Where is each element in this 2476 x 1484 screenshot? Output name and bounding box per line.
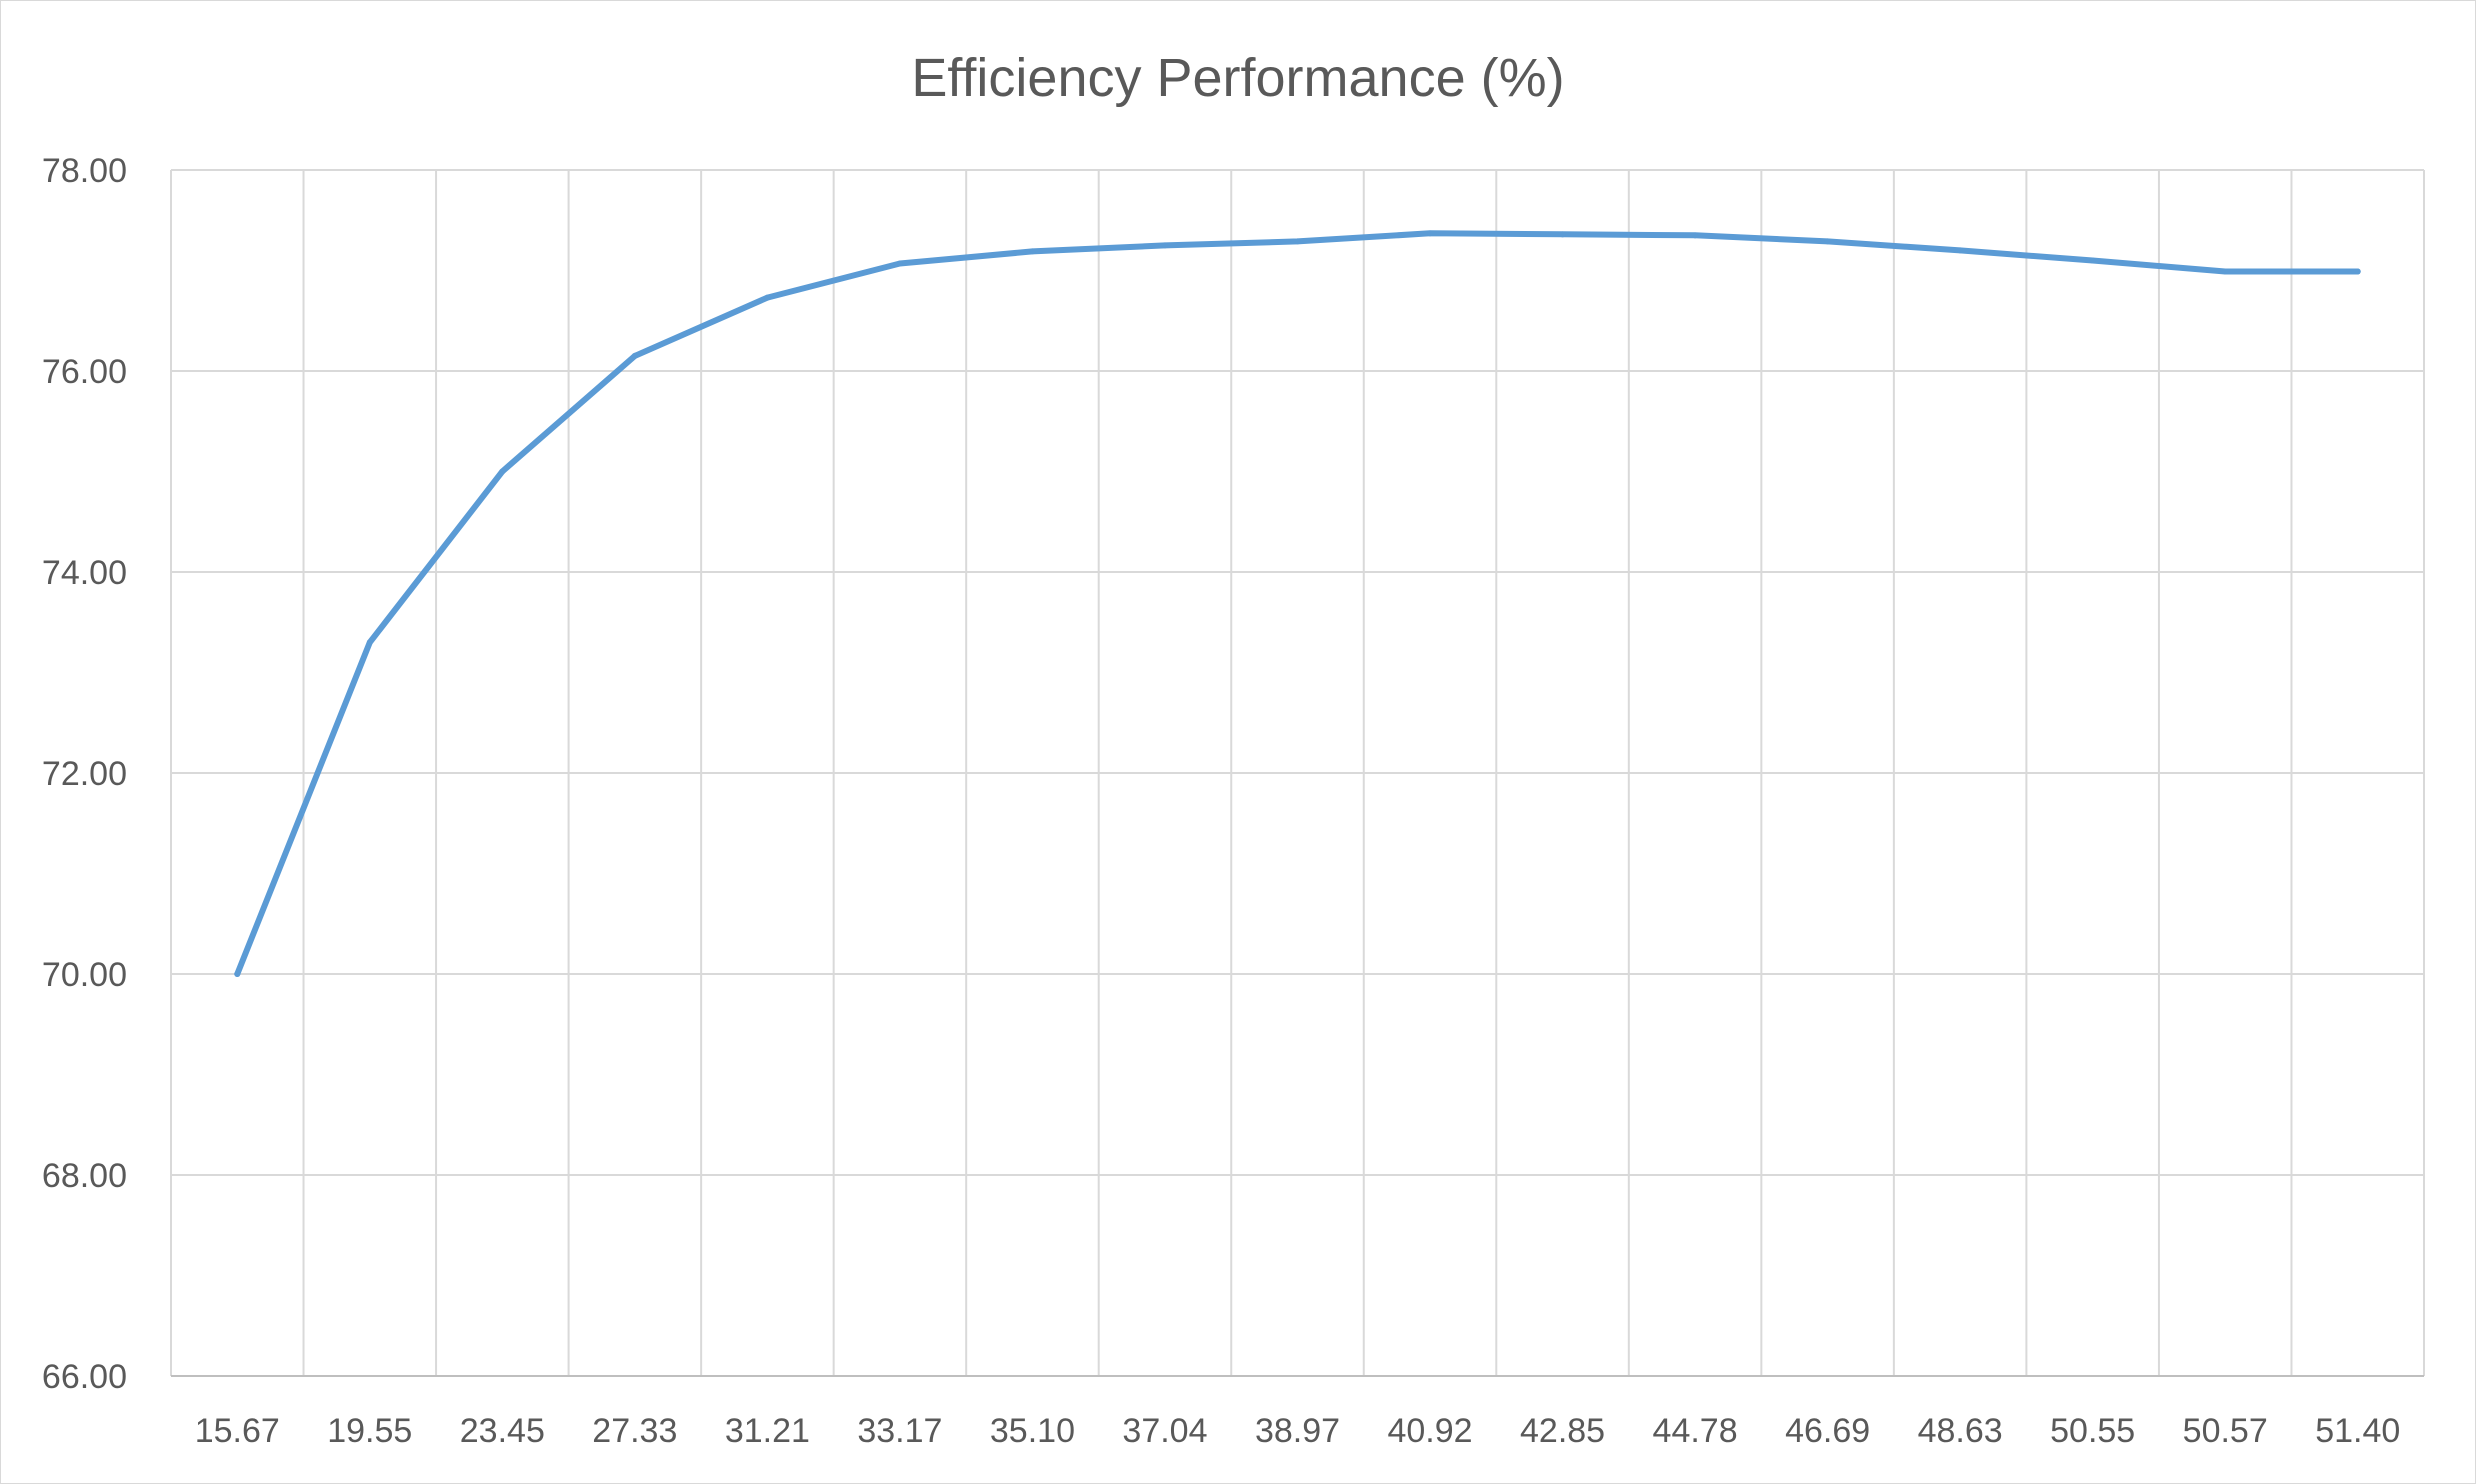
data-point [1692,232,1699,239]
x-tick-label: 51.40 [2315,1412,2400,1450]
y-axis-ticks: 66.00 68.00 70.00 72.00 74.00 76.00 78.00 [42,152,127,1396]
x-tick-label: 46.69 [1785,1412,1870,1450]
data-point [1427,230,1434,237]
axes [170,170,2424,1377]
data-point [2222,268,2229,275]
x-tick-label: 37.04 [1122,1412,1207,1450]
gridlines [171,169,2425,1376]
x-tick-label: 15.67 [195,1412,280,1450]
data-point [2354,268,2361,275]
y-tick-label: 66.00 [42,1358,127,1396]
data-point [764,294,771,301]
data-point [366,639,373,646]
data-point [1294,238,1301,245]
data-point [1161,242,1168,249]
x-tick-label: 38.97 [1255,1412,1340,1450]
x-tick-label: 27.33 [592,1412,677,1450]
y-tick-label: 72.00 [42,755,127,793]
x-tick-label: 44.78 [1653,1412,1738,1450]
x-tick-label: 19.55 [327,1412,412,1450]
y-tick-label: 70.00 [42,956,127,994]
y-tick-label: 78.00 [42,152,127,190]
data-point [896,260,903,267]
data-point [1824,238,1831,245]
data-point [631,352,638,359]
data-point [1559,231,1566,238]
chart-title: Efficiency Performance (%) [911,48,1564,108]
y-tick-label: 76.00 [42,353,127,391]
y-tick-label: 74.00 [42,554,127,592]
x-tick-label: 35.10 [990,1412,1075,1450]
data-point [499,468,506,475]
x-axis-ticks: 15.67 19.55 23.45 27.33 31.21 33.17 35.10 37.04… [195,1412,2401,1450]
data-point [2089,257,2096,264]
x-tick-label: 50.55 [2050,1412,2135,1450]
y-tick-label: 68.00 [42,1157,127,1195]
x-tick-label: 31.21 [725,1412,810,1450]
x-tick-label: 42.85 [1520,1412,1605,1450]
x-tick-label: 23.45 [460,1412,545,1450]
data-point [1957,247,1964,254]
x-tick-label: 33.17 [857,1412,942,1450]
x-tick-label: 50.57 [2183,1412,2268,1450]
series-layer [234,230,2361,977]
data-point [234,971,241,977]
x-tick-label: 48.63 [1918,1412,2003,1450]
data-point [1029,248,1036,255]
series-line [234,230,2361,977]
x-tick-label: 40.92 [1387,1412,1472,1450]
